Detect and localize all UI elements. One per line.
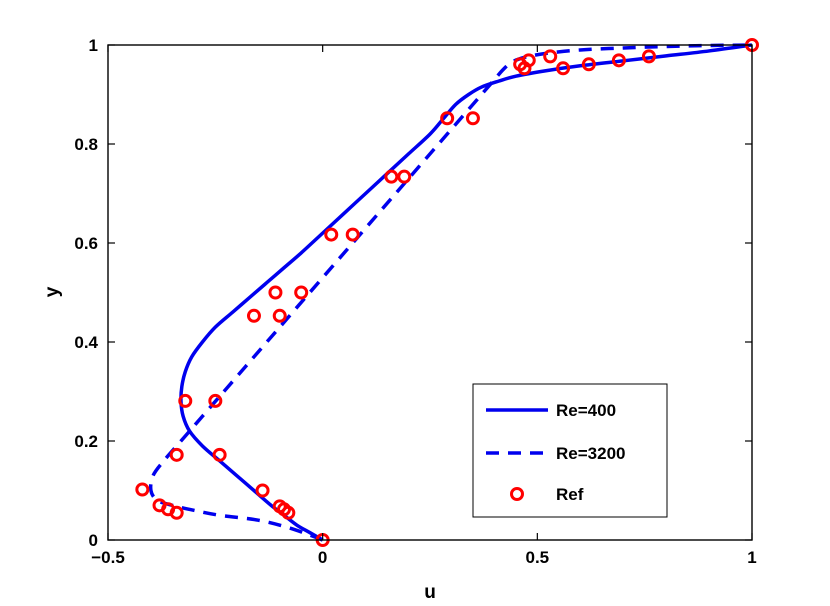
ref-marker: [208, 393, 223, 408]
y-tick-label: 0: [89, 531, 98, 550]
ref-marker: [611, 53, 626, 68]
ref-marker: [513, 57, 528, 72]
ref-marker: [641, 49, 656, 64]
x-tick-label: 0: [318, 548, 327, 567]
ref-marker: [268, 285, 283, 300]
ref-marker: [246, 308, 261, 323]
x-tick-label: 1: [747, 548, 756, 567]
ref-marker: [345, 227, 360, 242]
legend-label-ref: Ref: [556, 485, 584, 504]
ref-marker: [440, 111, 455, 126]
ref-marker: [556, 61, 571, 76]
ref-marker: [294, 285, 309, 300]
y-axis-label: y: [42, 286, 63, 297]
legend-marker-ref: [510, 487, 524, 501]
ref-marker: [384, 169, 399, 184]
tick-layer: −0.5 0 0.5 100.20.40.60.81: [74, 36, 756, 567]
ref-marker: [465, 111, 480, 126]
ref-marker: [543, 49, 558, 64]
legend-label-re3200: Re=3200: [556, 444, 625, 463]
y-tick-label: 0.6: [74, 234, 98, 253]
ref-marker: [135, 482, 150, 497]
y-tick-label: 0.8: [74, 135, 98, 154]
legend-box: [472, 383, 668, 518]
x-tick-label: −0.5: [91, 548, 125, 567]
ref-marker: [272, 499, 287, 514]
axes-frame: [107, 44, 753, 541]
ref-marker: [212, 447, 227, 462]
ref-marker: [324, 227, 339, 242]
series-layer: [135, 38, 759, 547]
legend: Re=400 Re=3200 Ref: [472, 383, 668, 518]
ref-marker: [272, 308, 287, 323]
ref-marker: [255, 483, 270, 498]
series-line-re400: [179, 43, 753, 542]
legend-label-re400: Re=400: [556, 401, 616, 420]
x-tick-label: 0.5: [526, 548, 550, 567]
y-tick-label: 0.4: [74, 333, 98, 352]
ref-marker: [581, 57, 596, 72]
ref-marker: [178, 393, 193, 408]
ref-marker: [169, 447, 184, 462]
ref-marker: [397, 169, 412, 184]
y-tick-label: 1: [89, 36, 98, 55]
ref-marker: [152, 498, 167, 513]
x-axis-label: u: [424, 582, 436, 603]
y-tick-label: 0.2: [74, 432, 98, 451]
